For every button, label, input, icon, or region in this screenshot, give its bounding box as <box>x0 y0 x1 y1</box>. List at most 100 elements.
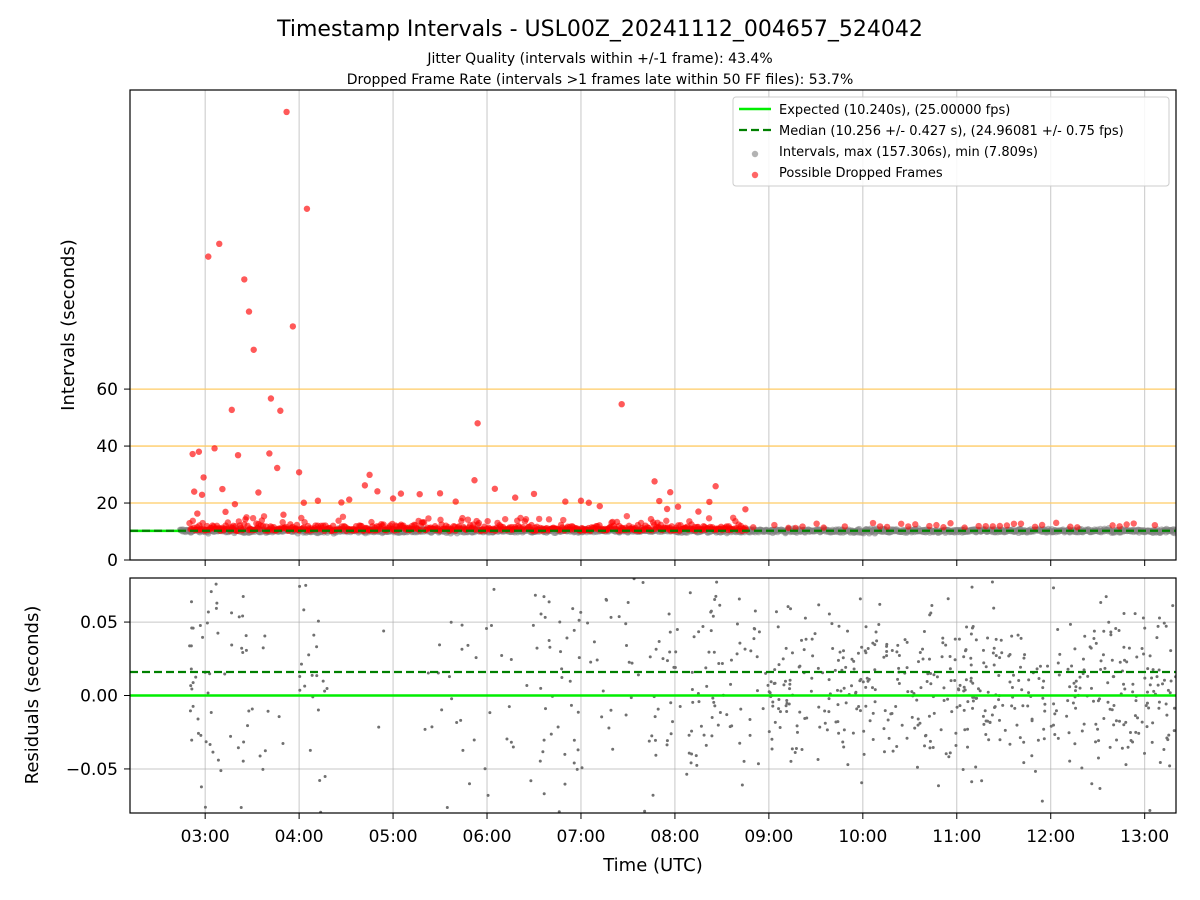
residual-point <box>793 751 797 755</box>
dropped-frame-point <box>522 516 530 523</box>
residual-point <box>586 621 590 625</box>
dropped-frame-point <box>277 407 284 414</box>
dropped-frame-point <box>618 400 625 408</box>
dropped-frame-point <box>380 521 387 528</box>
residual-point <box>957 687 961 691</box>
residual-point <box>542 595 546 599</box>
x-tick-label: 08:00 <box>650 827 699 847</box>
residual-point <box>1162 678 1166 682</box>
dropped-frame-point <box>194 510 201 517</box>
residual-point <box>308 748 312 752</box>
residual-point <box>627 660 631 664</box>
bottom-y-tick-label: −0.05 <box>66 760 118 780</box>
dropped-frame-point <box>361 482 369 489</box>
dropped-frame-point <box>425 515 432 522</box>
residual-point <box>923 744 927 748</box>
residual-point <box>992 646 996 650</box>
residual-point <box>841 740 845 744</box>
residual-point <box>1155 636 1159 640</box>
residual-point <box>1080 729 1084 733</box>
residual-point <box>777 698 781 702</box>
residual-point <box>529 779 533 783</box>
residual-point <box>748 717 752 721</box>
residual-point <box>709 629 713 633</box>
residual-point <box>579 610 583 614</box>
residual-point <box>874 630 878 634</box>
residual-point <box>440 708 444 712</box>
dropped-frame-point <box>933 521 940 529</box>
dropped-frame-point <box>585 499 592 506</box>
chart-subtitle-jitter: Jitter Quality (intervals within +/-1 fr… <box>426 51 772 67</box>
dropped-frame-point <box>1031 523 1039 530</box>
x-tick-label: 09:00 <box>744 827 793 847</box>
residual-point <box>788 682 792 686</box>
residual-point <box>986 636 990 640</box>
residual-point <box>1110 658 1114 662</box>
residual-point <box>704 666 708 670</box>
x-tick-label: 11:00 <box>932 827 981 847</box>
residual-point <box>1122 612 1126 616</box>
residual-point <box>778 726 782 730</box>
residual-point <box>668 630 672 634</box>
residual-point <box>1022 656 1026 660</box>
dropped-frame-point <box>799 523 806 530</box>
residual-point <box>1012 673 1016 677</box>
residual-point <box>1109 633 1113 637</box>
residual-point <box>1056 661 1060 665</box>
residual-point <box>1019 665 1023 669</box>
bottom-y-tick-label: 0.05 <box>80 613 118 633</box>
residual-point <box>560 676 564 680</box>
residual-point <box>823 709 827 713</box>
residual-point <box>630 661 634 665</box>
residual-point <box>1112 723 1116 727</box>
residual-point <box>1155 675 1159 679</box>
chart-subtitle-dropped: Dropped Frame Rate (intervals >1 frames … <box>347 72 854 88</box>
dropped-frame-point <box>667 489 674 496</box>
residual-point <box>661 657 665 661</box>
residual-point <box>190 687 194 691</box>
residual-point <box>239 806 243 810</box>
residual-point <box>929 682 933 686</box>
residual-point <box>862 729 866 733</box>
residual-point <box>556 725 560 729</box>
residual-point <box>897 666 901 670</box>
residual-point <box>624 713 628 717</box>
residual-point <box>302 608 306 612</box>
dropped-frame-point <box>695 508 702 515</box>
residual-point <box>866 646 870 650</box>
residual-point <box>667 612 671 616</box>
dropped-frame-point <box>266 450 273 457</box>
residual-point <box>675 627 679 631</box>
residual-point <box>665 743 669 747</box>
residual-point <box>1157 668 1161 672</box>
residual-point <box>1131 690 1135 694</box>
residual-point <box>710 734 714 738</box>
residual-point <box>895 744 899 748</box>
dropped-frame-point <box>1116 523 1123 530</box>
residual-point <box>844 665 848 669</box>
residual-point <box>980 779 984 783</box>
residual-point <box>755 655 759 659</box>
residual-point <box>1111 675 1115 679</box>
residual-point <box>984 665 988 669</box>
residual-point <box>833 668 837 672</box>
residual-point <box>1147 706 1151 710</box>
residual-point <box>816 666 820 670</box>
residual-point <box>1065 714 1069 718</box>
residual-point <box>580 766 584 770</box>
residual-point <box>784 646 788 650</box>
residual-point <box>946 697 950 701</box>
residual-point <box>942 686 946 690</box>
residual-point <box>719 825 722 828</box>
residual-point <box>1156 683 1160 687</box>
residual-point <box>671 720 675 724</box>
residual-point <box>842 745 846 749</box>
residual-point <box>1168 764 1172 768</box>
residual-point <box>1168 691 1172 695</box>
residual-point <box>250 707 254 711</box>
residual-point <box>939 728 943 732</box>
residual-point <box>953 658 957 662</box>
residual-point <box>857 705 861 709</box>
residual-point <box>1124 763 1128 767</box>
